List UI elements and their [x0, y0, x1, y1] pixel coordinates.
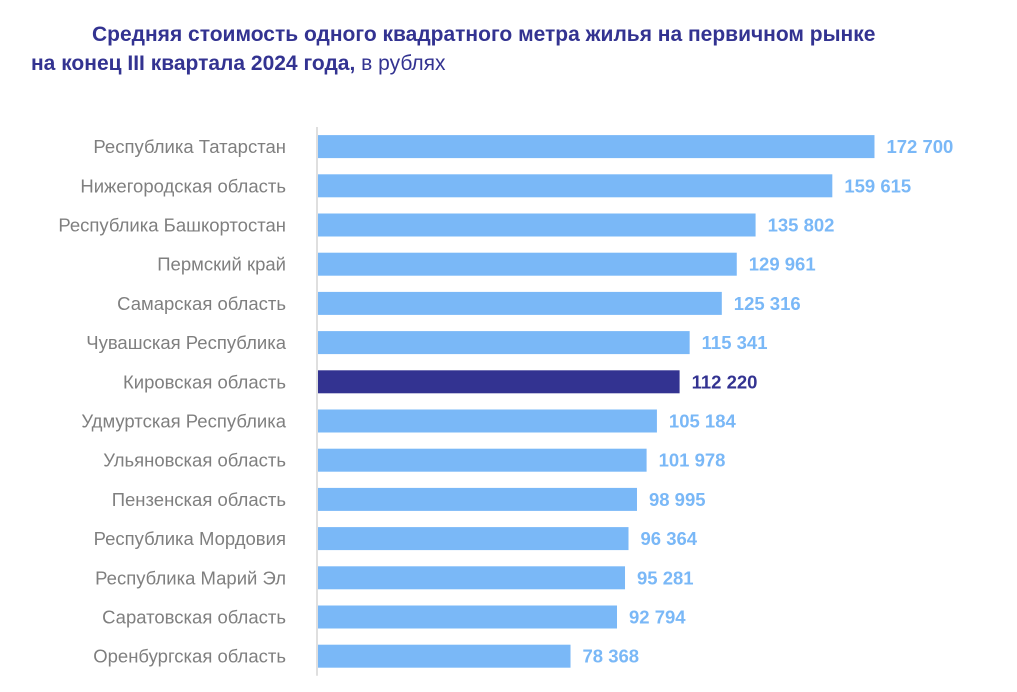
bar [318, 487, 637, 511]
value-label: 105 184 [669, 411, 737, 432]
category-label: Нижегородская область [80, 175, 286, 196]
value-labels-group: 172 700 159 615 135 802 129 961 125 316 115 3… [583, 136, 954, 667]
bars-group [318, 135, 875, 668]
bar [318, 174, 833, 198]
value-label: 115 341 [702, 332, 768, 353]
bar [318, 527, 629, 551]
category-label: Республика Татарстан [93, 136, 286, 157]
value-label: 101 978 [659, 450, 726, 471]
value-label: 112 220 [692, 371, 758, 392]
category-label: Республика Марий Эл [95, 567, 286, 588]
bar [318, 644, 571, 668]
value-label: 98 995 [649, 489, 706, 510]
category-label: Ульяновская область [103, 450, 286, 471]
category-labels-group: Республика Татарстан Нижегородская област… [58, 136, 286, 667]
chart-title-line2-unit: в рублях [355, 52, 446, 75]
category-label: Саратовская область [102, 607, 286, 628]
bar [318, 409, 657, 433]
bar [318, 331, 690, 355]
category-label: Кировская область [123, 371, 286, 392]
category-label: Удмуртская Республика [81, 411, 286, 432]
bar-highlighted [318, 370, 680, 394]
category-label: Пензенская область [112, 489, 286, 510]
value-label: 159 615 [844, 175, 911, 196]
bar [318, 135, 875, 159]
bar [318, 605, 618, 629]
value-label: 96 364 [641, 528, 698, 549]
bar [318, 566, 626, 590]
bar [318, 448, 647, 472]
category-label: Пермский край [157, 254, 286, 275]
category-label: Самарская область [117, 293, 286, 314]
bar [318, 291, 722, 315]
category-label: Оренбургская область [93, 646, 286, 667]
chart-title: Средняя стоимость одного квадратного мет… [31, 20, 991, 78]
chart-title-line1: Средняя стоимость одного квадратного мет… [92, 23, 876, 46]
value-label: 172 700 [886, 136, 953, 157]
value-label: 78 368 [583, 646, 640, 667]
value-label: 129 961 [749, 254, 816, 275]
value-label: 125 316 [734, 293, 801, 314]
bar [318, 213, 756, 237]
value-label: 95 281 [637, 567, 694, 588]
value-label: 92 794 [629, 607, 686, 628]
category-label: Республика Мордовия [94, 528, 286, 549]
value-label: 135 802 [768, 215, 835, 236]
chart-title-line2-bold: на конец III квартала 2024 года, [31, 52, 356, 75]
category-label: Республика Башкортостан [58, 215, 286, 236]
category-label: Чувашская Республика [86, 332, 286, 353]
bar [318, 252, 737, 276]
